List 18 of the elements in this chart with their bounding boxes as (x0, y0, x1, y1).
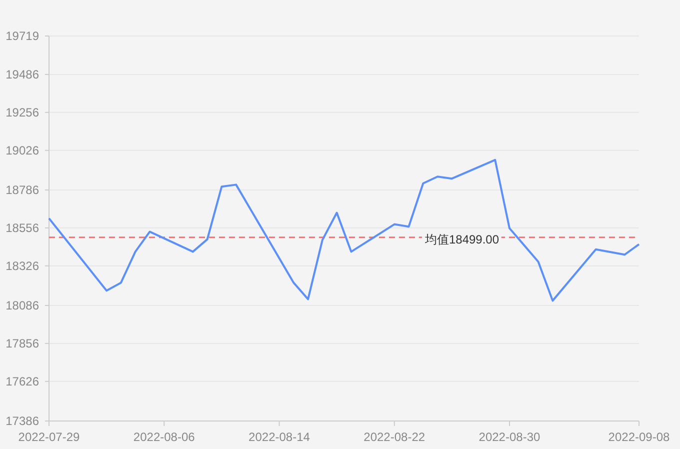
x-tick-label: 2022-09-08 (608, 430, 670, 444)
y-tick-label: 18786 (6, 182, 40, 197)
y-tick-label: 17626 (6, 374, 40, 388)
y-tick-label: 18086 (6, 298, 40, 312)
x-tick-label: 2022-08-06 (133, 430, 196, 444)
y-tick-label: 19486 (6, 67, 40, 82)
y-tick-label: 17856 (6, 336, 40, 350)
y-tick-label: 19256 (6, 105, 40, 120)
y-tick-label: 19719 (6, 29, 40, 43)
x-tick-label: 2022-08-22 (364, 430, 426, 444)
x-tick-label: 2022-07-29 (18, 430, 80, 444)
x-tick-label: 2022-08-30 (478, 430, 540, 444)
y-tick-label: 19026 (6, 143, 40, 158)
ref-line-label: 均值18499.00 (424, 232, 500, 246)
x-tick-label: 2022-08-14 (248, 430, 310, 444)
y-tick-label: 18326 (6, 258, 40, 273)
y-tick-label: 17386 (6, 414, 40, 428)
y-tick-label: 18556 (6, 220, 40, 235)
